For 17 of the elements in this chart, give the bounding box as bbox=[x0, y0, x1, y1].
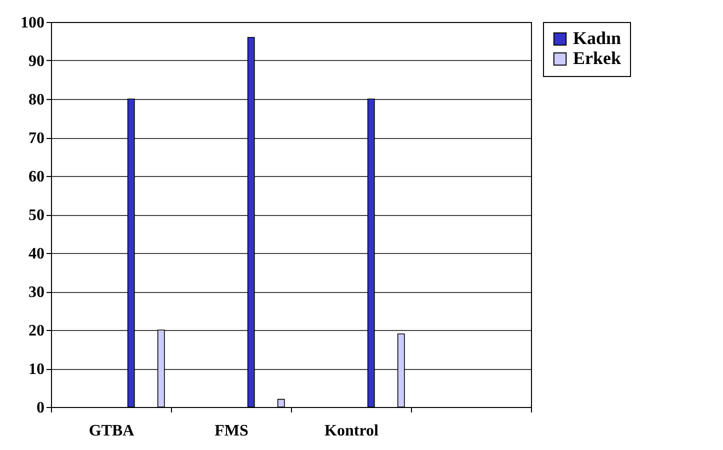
legend-label: Erkek bbox=[573, 48, 622, 68]
y-tick-label: 50 bbox=[28, 207, 44, 224]
y-tick-label: 20 bbox=[28, 322, 44, 340]
y-tick-label: 30 bbox=[28, 284, 44, 301]
x-tick-label: Kontrol bbox=[324, 422, 380, 440]
y-tick-label: 10 bbox=[28, 361, 44, 378]
y-tick-label: 0 bbox=[36, 400, 44, 416]
y-tick-label: 100 bbox=[20, 14, 44, 32]
y-tick-label: 60 bbox=[28, 168, 44, 186]
y-tick-label: 90 bbox=[28, 53, 44, 70]
y-tick-label: 40 bbox=[28, 246, 44, 262]
bar bbox=[277, 398, 285, 408]
y-tick-label: 80 bbox=[28, 92, 44, 108]
x-tick-label: FMS bbox=[214, 422, 248, 440]
x-tick-label: GTBA bbox=[88, 422, 135, 440]
legend-label: Kadın bbox=[573, 28, 622, 48]
y-tick-label: 70 bbox=[28, 130, 44, 147]
